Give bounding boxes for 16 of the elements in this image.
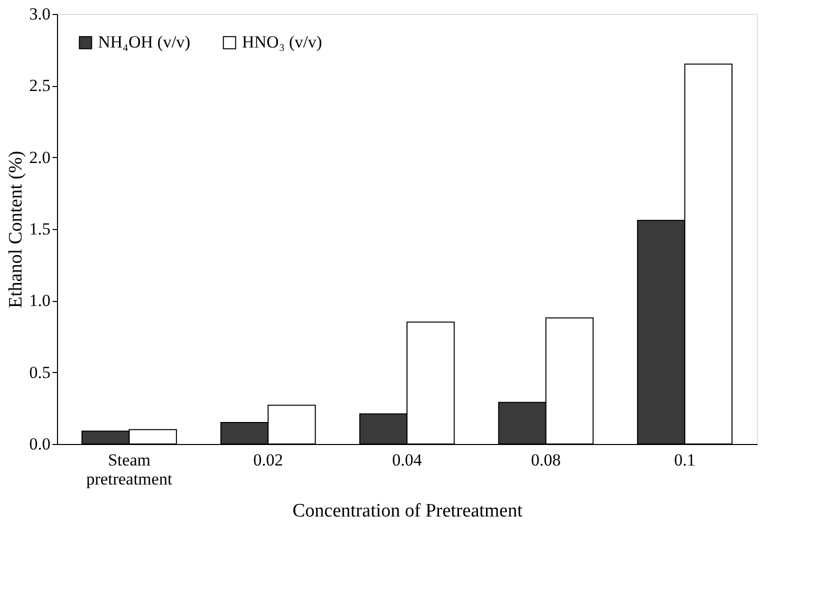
y-tick-label: 1.0 (29, 291, 50, 310)
x-tick-label: 0.08 (531, 450, 561, 470)
legend-label: NH₄OH (v/v) (98, 32, 190, 52)
y-tick-label: 2.5 (29, 76, 50, 96)
x-tick-label: Steam pretreatment (86, 450, 172, 488)
y-tick-label: 0.5 (29, 362, 50, 382)
y-tick-label: 0.0 (29, 434, 50, 454)
x-axis-title: Concentration of Pretreatment (292, 500, 524, 522)
y-tick-label: 3.0 (29, 4, 50, 24)
x-tick-label: 0.02 (253, 450, 283, 470)
y-tick-label: 1.5 (29, 220, 50, 238)
x-tick-label: 0.1 (674, 450, 696, 470)
y-tick-label: 2.0 (29, 148, 50, 167)
x-tick-label: 0.04 (392, 450, 422, 470)
y-axis-title: Ethanol Content (%) (5, 150, 26, 308)
legend-label: HNO₃ (v/v) (242, 32, 322, 52)
